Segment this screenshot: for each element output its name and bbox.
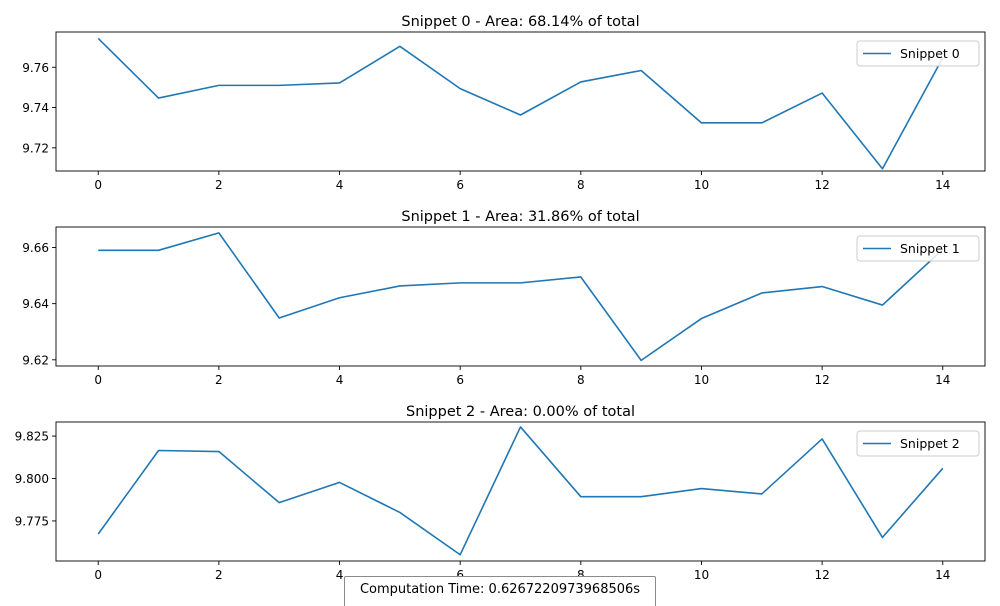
series-line-0 <box>98 232 944 362</box>
y-tick-label: 9.825 <box>15 430 49 444</box>
y-tick-label: 9.800 <box>15 472 49 486</box>
x-tick-label: 12 <box>814 568 829 582</box>
x-tick-label: 10 <box>694 568 709 582</box>
x-tick-label: 2 <box>215 373 223 387</box>
y-tick-label: 9.775 <box>15 514 49 528</box>
legend: Snippet 1 <box>856 235 980 262</box>
subplot-0: Snippet 0 - Area: 68.14% of total 0 2 4 6 8 10… <box>22 14 986 192</box>
legend-box <box>856 40 980 67</box>
x-tick-label: 8 <box>577 568 585 582</box>
x-tick-label: 4 <box>336 568 344 582</box>
x-tick-label: 0 <box>94 373 102 387</box>
x-tick-label: 4 <box>336 373 344 387</box>
x-tick-label: 10 <box>694 373 709 387</box>
series-line-0 <box>97 426 944 556</box>
x-tick-label: 14 <box>935 568 950 582</box>
x-tick-label: 10 <box>694 178 709 192</box>
subplot-1: Snippet 1 - Area: 31.86% of total 0 2 4 6 8 10… <box>22 209 986 387</box>
x-tick-label: 6 <box>456 178 464 192</box>
series-line-0 <box>97 37 944 170</box>
y-tick-label: 9.64 <box>22 297 49 311</box>
x-tick-label: 6 <box>456 373 464 387</box>
x-tick-label: 14 <box>935 373 950 387</box>
x-tick-label: 8 <box>577 178 585 192</box>
legend-label: Snippet 0 <box>900 46 960 61</box>
legend: Snippet 2 <box>856 430 980 457</box>
legend-box <box>856 430 980 457</box>
legend: Snippet 0 <box>856 40 980 67</box>
subplot-title: Snippet 2 - Area: 0.00% of total <box>406 404 635 420</box>
y-tick-label: 9.62 <box>22 353 49 367</box>
computation-time-box: Computation Time: 0.6267220973968506s <box>344 576 656 606</box>
legend-label: Snippet 2 <box>900 436 960 451</box>
x-tick-label: 12 <box>814 373 829 387</box>
x-tick-label: 12 <box>814 178 829 192</box>
x-tick-label: 14 <box>935 178 950 192</box>
x-tick-label: 6 <box>456 568 464 582</box>
x-tick-label: 4 <box>336 178 344 192</box>
x-tick-label: 0 <box>94 178 102 192</box>
subplot-title: Snippet 0 - Area: 68.14% of total <box>401 14 639 30</box>
subplot-title: Snippet 1 - Area: 31.86% of total <box>401 209 639 225</box>
computation-time-label: Computation Time: 0.6267220973968506s <box>359 582 641 597</box>
x-tick-label: 0 <box>94 568 102 582</box>
x-tick-label: 2 <box>215 178 223 192</box>
y-tick-label: 9.74 <box>22 101 49 115</box>
subplot-2: Snippet 2 - Area: 0.00% of total 0 2 4 6 8 10 1… <box>15 404 986 582</box>
axes-frame <box>55 421 986 562</box>
legend-box <box>856 235 980 262</box>
y-tick-label: 9.66 <box>22 241 49 255</box>
legend-label: Snippet 1 <box>900 241 960 256</box>
y-tick-label: 9.72 <box>22 141 49 155</box>
x-tick-label: 2 <box>215 568 223 582</box>
axes-frame <box>55 226 986 367</box>
y-tick-label: 9.76 <box>22 61 49 75</box>
axes-frame <box>55 31 986 172</box>
x-tick-label: 8 <box>577 373 585 387</box>
